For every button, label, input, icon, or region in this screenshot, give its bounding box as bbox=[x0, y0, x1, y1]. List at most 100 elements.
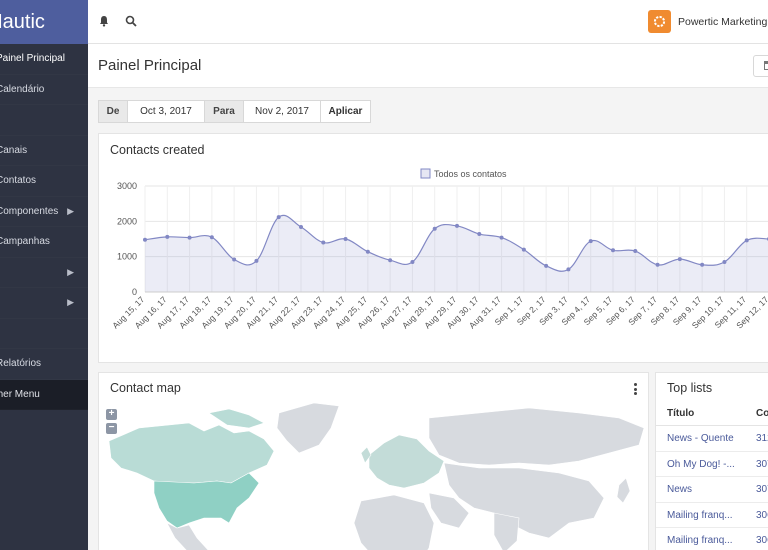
map-region-europe bbox=[368, 434, 445, 489]
y-tick-label: 0 bbox=[132, 287, 137, 297]
from-date-input[interactable]: Oct 3, 2017 bbox=[127, 100, 205, 123]
contact-map-panel: Contact map + − bbox=[98, 372, 649, 550]
list-title-link[interactable]: Oh My Dog! -... bbox=[667, 458, 735, 470]
sidebar-item[interactable]: Calendário bbox=[0, 75, 88, 106]
sidebar-item-label: Canais bbox=[0, 144, 28, 156]
panel-title: Contact map bbox=[110, 381, 181, 395]
data-point bbox=[611, 248, 615, 253]
data-point bbox=[432, 226, 437, 231]
zoom-out-button[interactable]: − bbox=[106, 423, 117, 434]
data-point bbox=[700, 262, 705, 267]
sidebar-item-label: Contatos bbox=[0, 175, 37, 187]
map-region-india bbox=[493, 512, 520, 550]
data-point bbox=[744, 238, 749, 243]
map-region-middle-east bbox=[428, 492, 470, 529]
map-region-uk bbox=[360, 446, 372, 464]
list-title-link[interactable]: Mailing franq... bbox=[667, 535, 733, 546]
map-region-africa bbox=[353, 494, 435, 550]
table-row: News - Quente 3125 bbox=[656, 426, 768, 452]
list-contact-count: 3079 bbox=[756, 484, 768, 495]
y-tick-label: 3000 bbox=[117, 181, 137, 191]
map-region-japan bbox=[616, 477, 631, 504]
apply-button[interactable]: Aplicar bbox=[320, 100, 371, 123]
from-label: De bbox=[98, 100, 128, 123]
map-region-mexico bbox=[166, 522, 209, 550]
data-point bbox=[722, 259, 727, 264]
list-contact-count: 3062 bbox=[756, 535, 768, 546]
world-map bbox=[108, 402, 645, 550]
zoom-in-button[interactable]: + bbox=[106, 409, 117, 420]
org-switcher[interactable]: Powertic Marketing bbox=[648, 10, 767, 33]
collapse-menu-label: Recolher Menu bbox=[0, 388, 40, 400]
top-lists-panel: Top lists Título Contatos News - Quente 3… bbox=[655, 372, 768, 550]
page-header: Painel Principal bbox=[88, 44, 768, 88]
sidebar-item-label: Campanhas bbox=[0, 236, 50, 248]
data-point bbox=[388, 258, 393, 263]
column-header-title: Título bbox=[667, 408, 695, 419]
data-point bbox=[254, 258, 259, 263]
legend-label: Todos os contatos bbox=[434, 169, 507, 179]
data-point bbox=[209, 235, 214, 240]
chevron-right-icon: ▶ bbox=[67, 205, 74, 216]
kebab-menu-icon[interactable] bbox=[634, 383, 637, 397]
data-point bbox=[187, 235, 192, 240]
sidebar-item-label: Relatórios bbox=[0, 358, 42, 370]
sidebar-item[interactable]: ▶ bbox=[0, 258, 88, 289]
list-title-link[interactable]: Mailing franq... bbox=[667, 509, 733, 521]
sidebar: Mautic Painel Principal Calendário Canais C… bbox=[0, 0, 88, 550]
data-point bbox=[232, 257, 237, 262]
data-point bbox=[343, 237, 348, 241]
bell-icon[interactable] bbox=[96, 13, 112, 29]
sidebar-item-label: Painel Principal bbox=[0, 53, 65, 65]
sidebar-item[interactable]: Componentes ▶ bbox=[0, 197, 88, 228]
data-point bbox=[633, 249, 638, 254]
org-logo-icon bbox=[648, 10, 671, 33]
search-icon[interactable] bbox=[123, 13, 139, 29]
table-row: Mailing franq... 3062 bbox=[656, 528, 768, 550]
sidebar-item[interactable]: Relatórios bbox=[0, 349, 88, 380]
sidebar-item[interactable] bbox=[0, 319, 88, 350]
legend-swatch bbox=[420, 168, 431, 179]
data-point bbox=[499, 235, 504, 240]
sidebar-item[interactable]: Contatos bbox=[0, 166, 88, 197]
to-date-input[interactable]: Nov 2, 2017 bbox=[243, 100, 321, 123]
data-point bbox=[410, 259, 415, 264]
chevron-right-icon: ▶ bbox=[67, 297, 74, 308]
data-point bbox=[365, 249, 370, 254]
y-tick-label: 2000 bbox=[117, 216, 137, 226]
sidebar-item[interactable]: Painel Principal bbox=[0, 44, 88, 75]
collapse-menu-button[interactable]: Recolher Menu bbox=[0, 379, 88, 410]
list-title-link[interactable]: News - Quente bbox=[667, 433, 734, 444]
table-row: Oh My Dog! -... 3079 bbox=[656, 452, 768, 477]
sidebar-item[interactable]: ▶ bbox=[0, 288, 88, 319]
brand-logo[interactable]: Mautic bbox=[0, 0, 88, 44]
sidebar-item[interactable] bbox=[0, 105, 88, 136]
map-region-canada bbox=[108, 422, 275, 484]
sidebar-item[interactable]: Campanhas bbox=[0, 227, 88, 258]
list-title-link[interactable]: News bbox=[667, 484, 693, 495]
data-point bbox=[299, 224, 303, 229]
data-point bbox=[677, 257, 682, 262]
save-dashboard-button[interactable] bbox=[753, 55, 768, 77]
map-region-usa bbox=[153, 472, 260, 529]
data-point bbox=[521, 247, 526, 252]
save-icon bbox=[764, 61, 768, 70]
sidebar-nav: Painel Principal Calendário Canais Contatos… bbox=[0, 44, 88, 410]
list-contact-count: 3062 bbox=[756, 509, 768, 521]
panel-title: Contacts created bbox=[110, 143, 205, 157]
data-point bbox=[321, 240, 326, 245]
list-contact-count: 3079 bbox=[756, 458, 768, 470]
sidebar-item[interactable]: Canais bbox=[0, 136, 88, 167]
list-contact-count: 3125 bbox=[756, 433, 768, 444]
data-point bbox=[477, 232, 482, 237]
data-point bbox=[276, 215, 281, 220]
data-point bbox=[655, 262, 660, 267]
map-region-asia bbox=[443, 462, 605, 539]
contacts-created-panel: Contacts created 0 1000 2000 3000 Aug 15, 17… bbox=[98, 133, 768, 363]
column-header-contacts: Contatos bbox=[756, 408, 768, 419]
table-row: News 3079 bbox=[656, 477, 768, 503]
map-region-russia bbox=[428, 407, 645, 466]
table-row: Mailing franq... 3062 bbox=[656, 503, 768, 528]
chevron-right-icon: ▶ bbox=[67, 266, 74, 277]
